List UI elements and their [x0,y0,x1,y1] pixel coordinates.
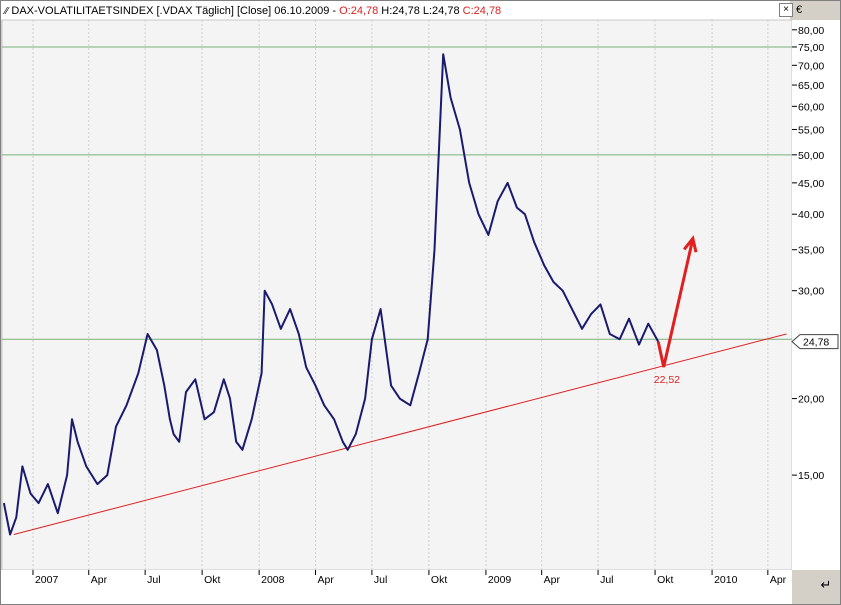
arrow-return-icon: ↵ [820,577,832,592]
x-tick-label: 2007 [35,574,59,586]
x-tick-label: Okt [204,574,220,586]
close-icon: × [783,4,789,15]
y-tick-label: 70,00 [798,60,824,72]
open-value: O:24,78 [339,5,379,17]
y-axis-area [792,20,841,570]
forecast-arrow [656,238,695,368]
x-tick-label: 2009 [488,574,512,586]
trend-line [13,333,787,535]
annotation-label: 22,52 [654,374,680,386]
last-value-marker [791,334,839,350]
y-tick-label: 15,00 [798,470,824,482]
x-tick-label: Apr [544,574,561,586]
y-tick-label: 65,00 [798,80,824,92]
instrument-title: DAX-VOLATILITAETSINDEX [.VDAX Täglich] [… [11,5,340,17]
y-tick-label: 75,00 [798,42,824,54]
plot-area [1,19,793,571]
x-tick-label: Apr [91,574,108,586]
y-tick-label: 40,00 [798,209,824,221]
source-url: www.tradesignalonline.com [16,21,144,33]
currency-label: € [796,4,803,16]
x-tick-label: Apr [770,574,787,586]
copyright-icon: © [6,21,14,33]
last-value-label: 24,78 [803,337,829,349]
y-tick-label: 55,00 [798,124,824,136]
x-tick-label: Apr [318,574,335,586]
y-tick-label: 80,00 [798,25,824,37]
chart-header: ⁄⁄ DAX-VOLATILITAETSINDEX [.VDAX Täglich… [0,0,790,20]
x-tick-label: Okt [657,574,673,586]
chart-icon: ⁄⁄ [5,6,9,17]
x-tick-label: 2010 [714,574,738,586]
x-tick-label: Jul [147,574,160,586]
x-axis-area [0,570,792,605]
low-value: L:24,78 [419,5,460,17]
source-label: © www.tradesignalonline.com [6,21,144,33]
y-tick-label: 35,00 [798,245,824,257]
y-tick-label: 60,00 [798,101,824,113]
scroll-to-end-button[interactable]: ↵ [814,577,838,593]
high-value: H:24,78 [378,5,420,17]
y-tick-label: 30,00 [798,286,824,298]
close-button[interactable]: × [779,3,793,17]
x-tick-label: Jul [374,574,387,586]
chart-title: ⁄⁄ DAX-VOLATILITAETSINDEX [.VDAX Täglich… [5,5,501,17]
x-tick-label: Okt [431,574,447,586]
y-tick-label: 45,00 [798,178,824,190]
price-line [2,53,660,536]
arrow-head [682,235,698,253]
x-tick-label: Jul [600,574,613,586]
x-tick-label: 2008 [261,574,285,586]
y-tick-label: 50,00 [798,150,824,162]
y-tick-label: 20,00 [798,394,824,406]
close-value: C:24,78 [459,5,502,17]
